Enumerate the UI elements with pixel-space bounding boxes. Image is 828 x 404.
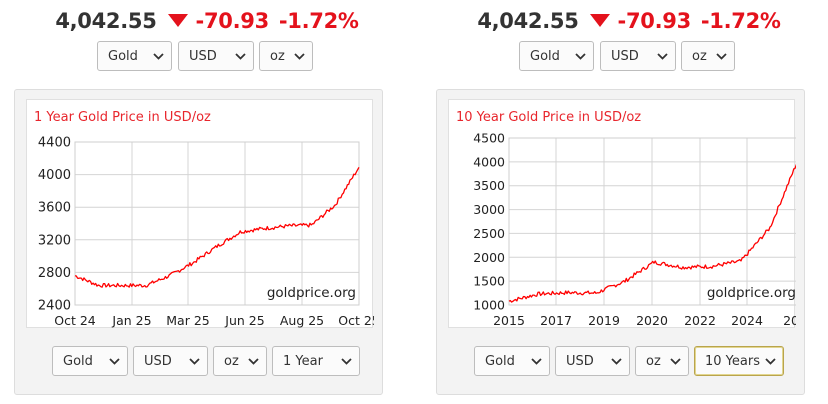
chevron-down-icon xyxy=(294,52,305,60)
chevron-down-icon xyxy=(670,357,681,365)
chart-metal-select-value: Gold xyxy=(485,353,515,369)
current-price: 4,042.55 xyxy=(55,9,157,33)
price-change-percent: -1.72% xyxy=(278,9,359,33)
watermark-text: goldprice.org xyxy=(267,285,356,301)
chart-range-select[interactable]: 1 Year xyxy=(272,346,360,376)
chart-metal-select[interactable]: Gold xyxy=(52,346,128,376)
chart-currency-select-value: USD xyxy=(144,353,172,369)
y-tick-label: 2400 xyxy=(38,299,71,314)
y-tick-label: 4000 xyxy=(473,154,505,169)
current-price: 4,042.55 xyxy=(477,9,579,33)
x-tick-label: 2024 xyxy=(731,313,763,328)
currency-select[interactable]: USD xyxy=(600,41,676,71)
unit-select[interactable]: oz xyxy=(681,41,735,71)
chart-area: 1 Year Gold Price in USD/oz 2400 2800 3200 3… xyxy=(26,99,374,328)
chevron-down-icon xyxy=(189,357,200,365)
chart-title: 10 Year Gold Price in USD/oz xyxy=(456,110,641,125)
chart-range-select[interactable]: 10 Years xyxy=(694,346,784,376)
unit-select-value: oz xyxy=(692,48,707,64)
x-tick-label: Jan 25 xyxy=(111,313,151,328)
chevron-down-icon xyxy=(765,357,776,365)
metal-select[interactable]: Gold xyxy=(519,41,594,71)
chevron-down-icon xyxy=(657,52,668,60)
x-tick-label: Mar 25 xyxy=(166,313,209,328)
unit-select-value: oz xyxy=(270,48,285,64)
chart-unit-select[interactable]: oz xyxy=(213,346,267,376)
chart-unit-select-value: oz xyxy=(646,353,661,369)
chevron-down-icon xyxy=(109,357,120,365)
chevron-down-icon xyxy=(248,357,259,365)
y-tick-label: 3500 xyxy=(473,178,505,193)
gold-widget-10-years: 4,042.55 -70.93 -1.72% Gold USD oz 10 Ye… xyxy=(422,0,828,404)
y-tick-label: 1000 xyxy=(473,298,505,313)
chevron-down-icon xyxy=(716,52,727,60)
x-tick-label: 2015 xyxy=(493,313,525,328)
watermark-text: goldprice.org xyxy=(707,285,796,301)
chevron-down-icon xyxy=(575,52,586,60)
x-tick-label: Oct 25 xyxy=(338,313,374,328)
currency-select[interactable]: USD xyxy=(178,41,254,71)
price-chart-10y: 10 Year Gold Price in USD/oz 1000 1500 2000… xyxy=(456,110,796,328)
currency-select-value: USD xyxy=(611,48,639,64)
chart-currency-select-value: USD xyxy=(566,353,594,369)
x-tick-label: 2017 xyxy=(540,313,572,328)
chevron-down-icon xyxy=(153,52,164,60)
chart-panel: 1 Year Gold Price in USD/oz 2400 2800 3200 3… xyxy=(14,89,383,395)
chevron-down-icon xyxy=(341,357,352,365)
x-tick-label: 2019 xyxy=(588,313,620,328)
y-tick-label: 3200 xyxy=(38,233,71,248)
caret-down-icon xyxy=(167,14,188,27)
chart-range-select-value: 10 Years xyxy=(705,353,760,369)
price-ticker: 4,042.55 -70.93 -1.72% xyxy=(0,9,414,33)
price-series-line xyxy=(74,166,360,288)
price-change-percent: -1.72% xyxy=(700,9,781,33)
chart-unit-select[interactable]: oz xyxy=(635,346,689,376)
x-tick-label: Aug 25 xyxy=(280,313,324,328)
price-ticker: 4,042.55 -70.93 -1.72% xyxy=(422,9,828,33)
y-tick-label: 3600 xyxy=(38,201,71,216)
chart-currency-select[interactable]: USD xyxy=(133,346,208,376)
unit-select[interactable]: oz xyxy=(259,41,313,71)
y-tick-label: 4000 xyxy=(38,168,71,183)
y-tick-label: 4400 xyxy=(38,136,71,151)
chart-area: 10 Year Gold Price in USD/oz 1000 1500 2000… xyxy=(448,99,796,328)
price-change: -70.93 xyxy=(617,9,692,33)
chart-metal-select-value: Gold xyxy=(63,353,93,369)
chart-range-select-value: 1 Year xyxy=(283,353,323,369)
plot-frame xyxy=(74,141,360,306)
y-tick-label: 1500 xyxy=(473,274,505,289)
metal-select[interactable]: Gold xyxy=(97,41,172,71)
price-series-line xyxy=(508,163,796,303)
y-tick-label: 3000 xyxy=(473,202,505,217)
x-tick-label: Oct 24 xyxy=(54,313,96,328)
chevron-down-icon xyxy=(531,357,542,365)
chart-currency-select[interactable]: USD xyxy=(555,346,630,376)
plot-frame xyxy=(508,137,796,306)
x-tick-label: 2020 xyxy=(636,313,668,328)
x-tick-label: Jun 25 xyxy=(224,313,264,328)
price-change: -70.93 xyxy=(195,9,270,33)
x-tick-label: 2025 xyxy=(783,313,796,328)
chart-unit-select-value: oz xyxy=(224,353,239,369)
chart-title: 1 Year Gold Price in USD/oz xyxy=(34,110,211,125)
metal-select-value: Gold xyxy=(108,48,138,64)
chevron-down-icon xyxy=(235,52,246,60)
y-tick-label: 4500 xyxy=(473,131,505,146)
chart-metal-select[interactable]: Gold xyxy=(474,346,550,376)
caret-down-icon xyxy=(589,14,610,27)
y-tick-label: 2500 xyxy=(473,226,505,241)
x-tick-label: 2022 xyxy=(684,313,716,328)
currency-select-value: USD xyxy=(189,48,217,64)
chart-panel: 10 Year Gold Price in USD/oz 1000 1500 2000… xyxy=(436,89,805,395)
y-tick-label: 2800 xyxy=(38,266,71,281)
price-chart-1y: 1 Year Gold Price in USD/oz 2400 2800 3200 3… xyxy=(34,110,374,328)
chevron-down-icon xyxy=(611,357,622,365)
metal-select-value: Gold xyxy=(530,48,560,64)
gold-widget-1-year: 4,042.55 -70.93 -1.72% Gold USD oz 1 Yea… xyxy=(0,9,414,395)
y-tick-label: 2000 xyxy=(473,250,505,265)
